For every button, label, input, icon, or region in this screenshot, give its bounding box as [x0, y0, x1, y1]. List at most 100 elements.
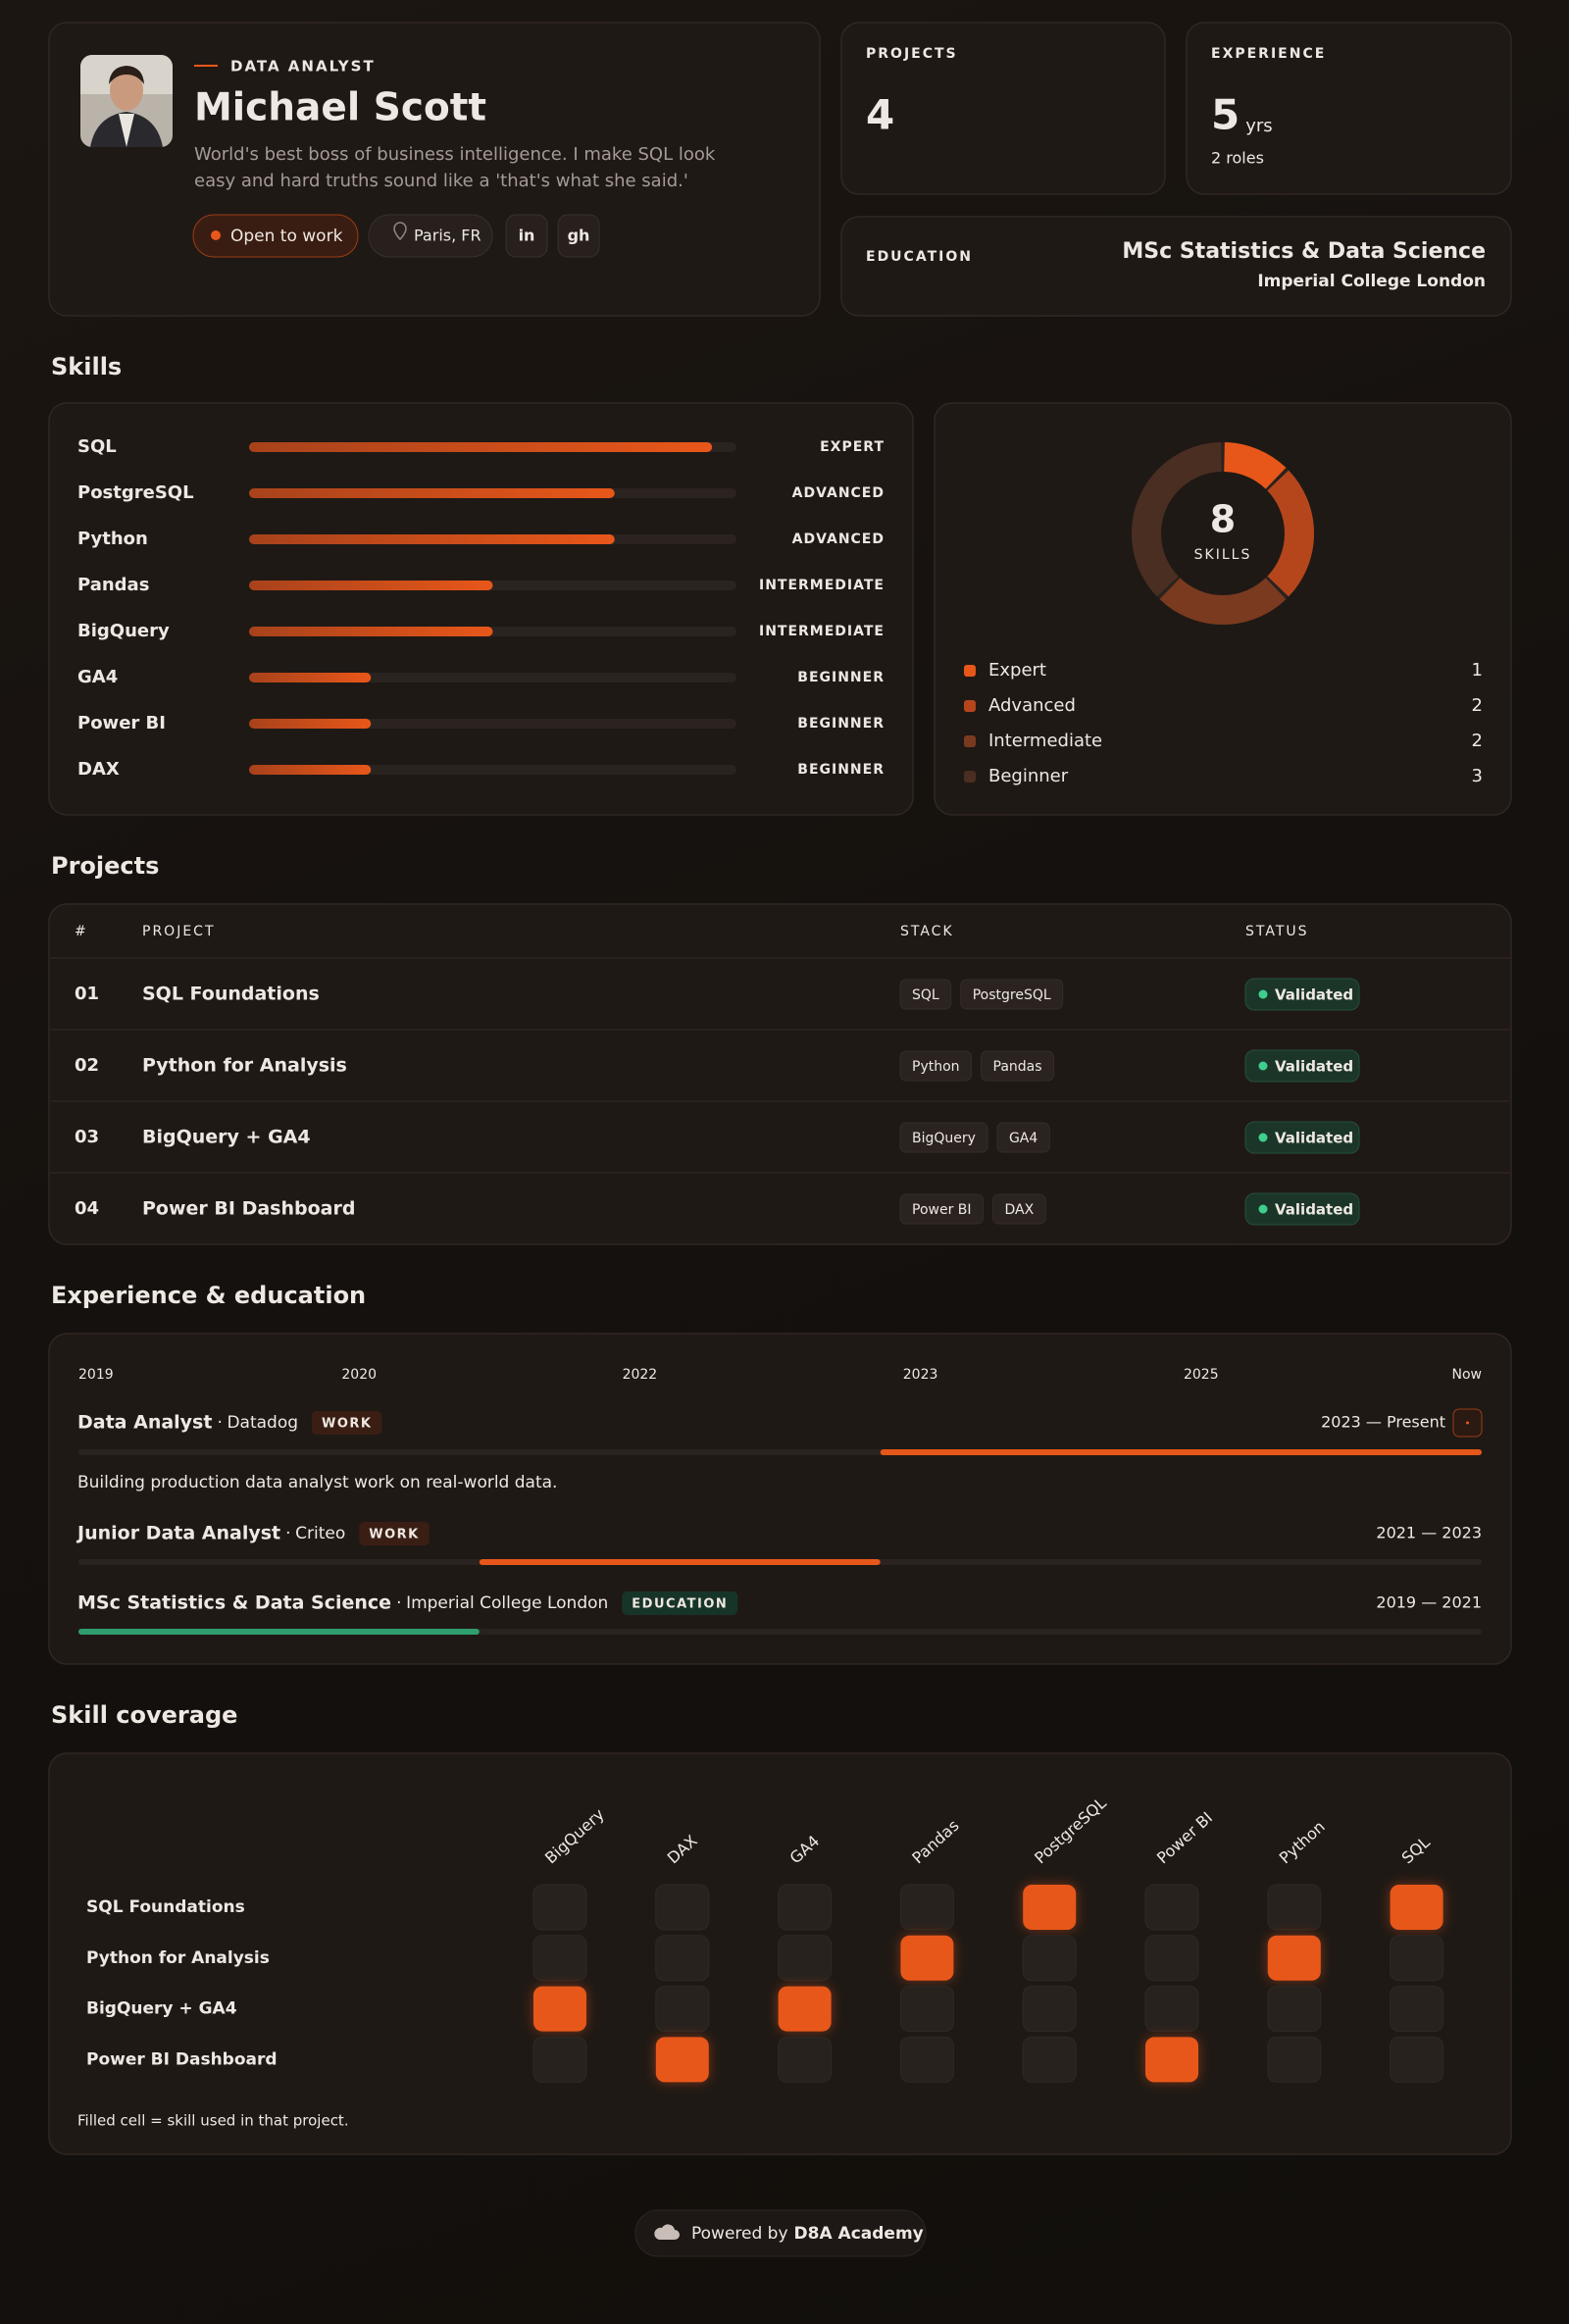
legend-name: Advanced	[988, 695, 1076, 716]
link-chip[interactable]	[505, 214, 548, 258]
status: Open to work	[230, 227, 343, 246]
project-name: Power BI Dashboard	[142, 1198, 355, 1220]
stack-chip	[899, 1122, 988, 1153]
skill-bar	[249, 488, 615, 498]
coverage-cell	[899, 1884, 954, 1931]
kind-badge	[622, 1591, 738, 1615]
coverage-cell	[532, 2036, 587, 2083]
legend-dot	[964, 665, 976, 677]
row-label: Power BI Dashboard	[86, 2049, 278, 2069]
row-label: BigQuery + GA4	[86, 1999, 237, 2019]
timeline-bar	[78, 1629, 480, 1635]
stat-unit: yrs	[1245, 116, 1272, 136]
avatar	[80, 55, 173, 147]
kind-badge	[359, 1522, 430, 1545]
project-name: BigQuery + GA4	[142, 1127, 311, 1148]
coverage-cell	[1390, 2036, 1444, 2083]
skill-bar	[249, 442, 713, 452]
job-title: MSc Statistics & Data Science	[77, 1592, 391, 1614]
axis-label: 2022	[623, 1367, 658, 1383]
skill-track	[249, 673, 736, 682]
skill-bar	[249, 765, 372, 775]
skill-bar	[249, 627, 493, 636]
status-dot	[1258, 1204, 1268, 1214]
pin-icon	[393, 222, 407, 241]
column-header: #	[75, 924, 88, 939]
status-chip	[1244, 1121, 1360, 1154]
donut-segment	[1132, 442, 1223, 597]
project-name: Python for Analysis	[142, 1055, 347, 1077]
stack-chip	[996, 1122, 1050, 1153]
stat-label: EXPERIENCE	[1211, 46, 1326, 62]
axis-label: 2025	[1184, 1367, 1219, 1383]
coverage-cell	[1390, 1935, 1444, 1982]
status-chip	[1244, 1192, 1360, 1226]
stack-label: Power BI	[912, 1202, 972, 1218]
column-header: PROJECT	[142, 924, 216, 939]
skill-name: DAX	[77, 759, 120, 780]
skill-name: BigQuery	[77, 621, 170, 641]
stack-chip	[899, 1050, 973, 1082]
degree: MSc Statistics & Data Science	[1122, 239, 1486, 264]
job-period: 2023 — Present	[1321, 1413, 1445, 1432]
cloud-icon	[654, 2224, 680, 2240]
stack-label: Pandas	[993, 1059, 1042, 1075]
axis-label: 2023	[903, 1367, 938, 1383]
donut-segment	[1223, 442, 1287, 490]
coverage-cell	[778, 2036, 833, 2083]
status-chip[interactable]	[192, 214, 359, 258]
project-id: 04	[75, 1198, 99, 1219]
project-id: 01	[75, 984, 99, 1004]
stack-chip	[899, 1193, 985, 1225]
skill-tier: BEGINNER	[797, 716, 885, 732]
coverage-cell	[1144, 1884, 1199, 1931]
status-dot	[1258, 1061, 1268, 1071]
link: gh	[568, 227, 590, 245]
column-header: STACK	[900, 924, 954, 939]
coverage-cell	[1390, 1986, 1444, 2033]
stat-note: 2 roles	[1211, 149, 1264, 168]
project-id: 02	[75, 1055, 99, 1076]
kind-label: WORK	[369, 1528, 419, 1542]
job-period: 2021 — 2023	[1376, 1524, 1482, 1542]
skill-track	[249, 765, 736, 775]
coverage-cell	[1144, 1986, 1199, 2033]
coverage-cell	[1145, 2037, 1198, 2083]
skill-bar	[249, 719, 372, 729]
legend-dot	[964, 771, 976, 783]
kind-badge	[312, 1411, 382, 1435]
donut-segment	[1267, 470, 1314, 597]
role: DATA ANALYST	[230, 58, 376, 76]
location-chip	[368, 214, 493, 258]
job-title: Data Analyst	[77, 1412, 212, 1434]
status-dot	[1258, 989, 1268, 999]
job-title: Junior Data Analyst	[76, 1523, 280, 1544]
link-chip[interactable]	[557, 214, 600, 258]
coverage-cell	[1267, 2036, 1322, 2083]
legend-count: 1	[1472, 660, 1483, 681]
coverage-cell	[532, 1935, 587, 1982]
coverage-cell	[655, 2037, 709, 2083]
skill-name: SQL	[77, 436, 117, 457]
project-id: 03	[75, 1127, 99, 1147]
skill-bar	[249, 534, 615, 544]
donut-segment	[1159, 578, 1287, 625]
location: Paris, FR	[414, 227, 481, 245]
coverage-cell	[778, 1884, 833, 1931]
stack-label: BigQuery	[912, 1131, 976, 1146]
coverage-cell	[899, 1986, 954, 2033]
legend-count: 2	[1472, 731, 1483, 751]
job-org: Datadog	[227, 1413, 298, 1433]
stack-chip	[981, 1050, 1055, 1082]
skill-name: Pandas	[77, 575, 149, 595]
status-label: Validated	[1275, 1058, 1353, 1076]
legend-name: Beginner	[988, 766, 1069, 786]
stack-chip	[992, 1193, 1046, 1225]
status-label: Validated	[1275, 1201, 1353, 1219]
section-title: Experience & education	[51, 1282, 366, 1309]
job-description: Building production data analyst work on…	[77, 1473, 557, 1492]
project-name: SQL Foundations	[142, 984, 320, 1005]
axis-label: 2020	[341, 1367, 377, 1383]
separator: ·	[285, 1524, 290, 1543]
